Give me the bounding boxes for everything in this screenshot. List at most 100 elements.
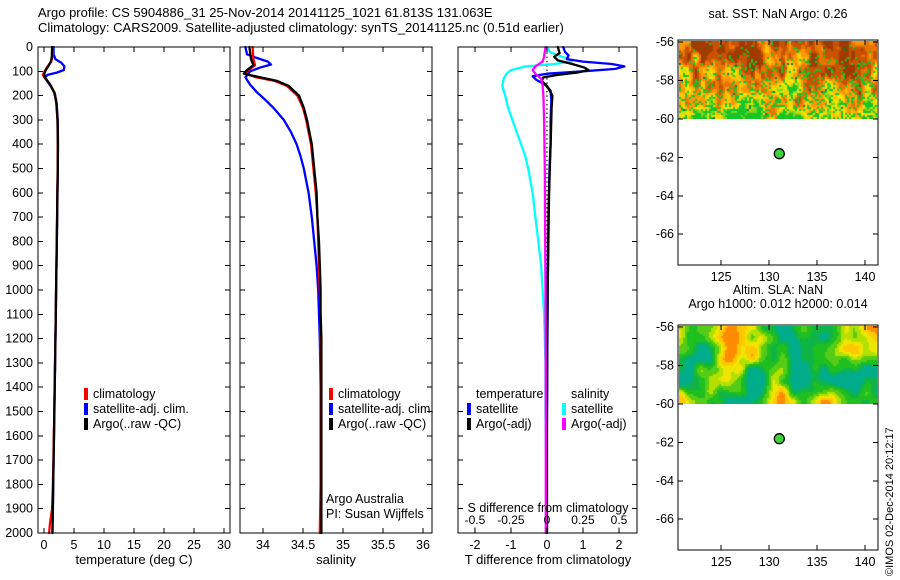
sla-map-panel: 125 130 135 140 -56 -58 -60 -62 -64 -66 <box>656 320 879 569</box>
depth-tick-label: 800 <box>12 234 33 248</box>
legend-label-s-argo: Argo(-adj) <box>571 416 627 431</box>
series-t-argo-adj <box>540 45 590 535</box>
sla-map-title-line2: Argo h1000: 0.012 h2000: 0.014 <box>688 297 868 311</box>
x-tick-label: 1 <box>579 538 586 552</box>
x-tick-label: 2 <box>616 538 623 552</box>
legend-item-argo-raw: Argo(..raw -QC) <box>329 416 434 431</box>
attribution-line1: Argo Australia <box>326 492 404 506</box>
sla-map-float-position-marker <box>773 433 785 445</box>
depth-tick-label: 1100 <box>6 307 33 321</box>
lat-tick-label: -64 <box>656 189 674 203</box>
depth-tick-label: 1800 <box>5 477 33 491</box>
lon-tick-label: 140 <box>855 270 876 284</box>
sst-map-axes-box <box>677 39 879 266</box>
x-tick-label: 34.5 <box>291 538 315 552</box>
legend-item-argo-raw: Argo(..raw -QC) <box>84 416 189 431</box>
depth-tick-label: 1900 <box>5 502 33 516</box>
salinity-panel-legend: climatology satellite-adj. clim. Argo(..… <box>329 386 434 431</box>
depth-tick-label: 500 <box>12 162 33 176</box>
x-tick-label: 15 <box>127 538 141 552</box>
legend-label-satellite-adj: satellite-adj. clim. <box>93 401 189 416</box>
t-difference-legend: temperature satellite Argo(-adj) <box>467 386 543 431</box>
sla-map-axes-box <box>677 324 879 551</box>
depth-tick-label: 1200 <box>5 332 33 346</box>
sla-heatmap-canvas <box>679 326 877 404</box>
lat-tick-label: -60 <box>656 112 674 126</box>
x-tick-label: 34 <box>256 538 270 552</box>
legend-swatch-argo-raw <box>84 417 88 430</box>
x-tick-label: 10 <box>97 538 111 552</box>
lat-tick-label: -66 <box>656 227 674 241</box>
lat-tick-label: -60 <box>656 397 674 411</box>
lat-tick-label: -58 <box>656 73 674 87</box>
s-difference-legend: salinity satellite Argo(-adj) <box>562 386 627 431</box>
depth-tick-label: 1000 <box>5 283 33 297</box>
x-tick-label: 30 <box>217 538 231 552</box>
series-satellite-adj-clim <box>244 45 322 535</box>
temperature-profile-panel: 0 5 10 15 20 25 300100200300400500600700800900… <box>5 40 231 552</box>
series-s-satellite <box>501 45 573 535</box>
lat-tick-label: -58 <box>656 358 674 372</box>
x-tick-label: 25 <box>187 538 201 552</box>
lat-tick-label: -64 <box>656 474 674 488</box>
temperature-xlabel: temperature (deg C) <box>75 552 193 567</box>
x-tick-label: 0 <box>543 538 550 552</box>
attribution-line2: PI: Susan Wijffels <box>326 507 424 521</box>
depth-tick-label: 200 <box>12 89 33 103</box>
legend-item-satellite-adj: satellite-adj. clim. <box>84 401 189 416</box>
difference-profile-panel: -2 -1 0 1 2 -0.5 -0.25 0 0.25 0.5 <box>457 45 638 552</box>
lat-tick-label: -56 <box>656 320 674 334</box>
depth-tick-label: 2000 <box>5 526 33 540</box>
x-tick-label: 0 <box>41 538 48 552</box>
lon-tick-label: 130 <box>759 555 780 569</box>
lon-tick-label: 135 <box>807 555 828 569</box>
depth-tick-label: 400 <box>12 137 33 151</box>
legend-swatch-t-satellite <box>467 402 471 415</box>
legend-label-satellite-adj: satellite-adj. clim. <box>338 401 434 416</box>
lat-tick-label: -62 <box>656 150 674 164</box>
legend-swatch-t-argo <box>467 417 471 430</box>
legend-item-satellite-adj: satellite-adj. clim. <box>329 401 434 416</box>
legend-item-s-argo: Argo(-adj) <box>562 416 627 431</box>
depth-tick-label: 0 <box>26 40 33 54</box>
series-argo-raw <box>242 45 323 535</box>
legend-label-s-satellite: satellite <box>571 401 614 416</box>
lat-tick-label: -66 <box>656 512 674 526</box>
attribution-block: Argo Australia PI: Susan Wijffels <box>326 492 424 522</box>
legend-item-s-satellite: satellite <box>562 401 627 416</box>
lon-tick-label: 125 <box>711 555 732 569</box>
legend-item-t-argo: Argo(-adj) <box>467 416 543 431</box>
x-tick-label: -1 <box>505 538 516 552</box>
imos-watermark: ©IMOS 02-Dec-2014 20:12:17 <box>884 427 896 576</box>
depth-tick-label: 1400 <box>5 380 33 394</box>
sst-map-float-position-marker <box>773 148 785 160</box>
s-axis-tick-label: -0.5 <box>465 513 486 527</box>
legend-header-temperature: temperature <box>476 386 544 401</box>
legend-label-climatology: climatology <box>93 386 156 401</box>
x-tick-label: -2 <box>469 538 480 552</box>
x-tick-label: 35 <box>336 538 350 552</box>
figure-title-line2: Climatology: CARS2009. Satellite-adjuste… <box>38 20 564 35</box>
figure-title-line1: Argo profile: CS 5904886_31 25-Nov-2014 … <box>38 5 493 20</box>
sla-map-title-line1: Altim. SLA: NaN <box>732 283 824 297</box>
depth-tick-label: 1700 <box>5 453 33 467</box>
lon-tick-label: 125 <box>711 270 732 284</box>
salinity-profile-axes-box <box>239 46 433 534</box>
s-axis-tick-label: 0.5 <box>611 513 628 527</box>
legend-item-climatology: climatology <box>329 386 434 401</box>
depth-tick-label: 1500 <box>5 405 33 419</box>
depth-tick-label: 1300 <box>5 356 33 370</box>
s-axis-tick-label: 0 <box>544 513 551 527</box>
legend-label-argo-raw: Argo(..raw -QC) <box>93 416 182 431</box>
depth-tick-label: 700 <box>12 210 33 224</box>
salinity-profile-panel: 34 34.5 35 35.5 36 <box>239 45 433 552</box>
lon-tick-label: 135 <box>807 270 828 284</box>
depth-tick-label: 600 <box>12 186 33 200</box>
legend-swatch-satellite-adj <box>84 402 88 415</box>
legend-label-argo-raw: Argo(..raw -QC) <box>338 416 427 431</box>
temperature-panel-legend: climatology satellite-adj. clim. Argo(..… <box>84 386 189 431</box>
x-tick-label: 36 <box>416 538 430 552</box>
s-axis-label: S difference from climatology <box>467 501 629 515</box>
